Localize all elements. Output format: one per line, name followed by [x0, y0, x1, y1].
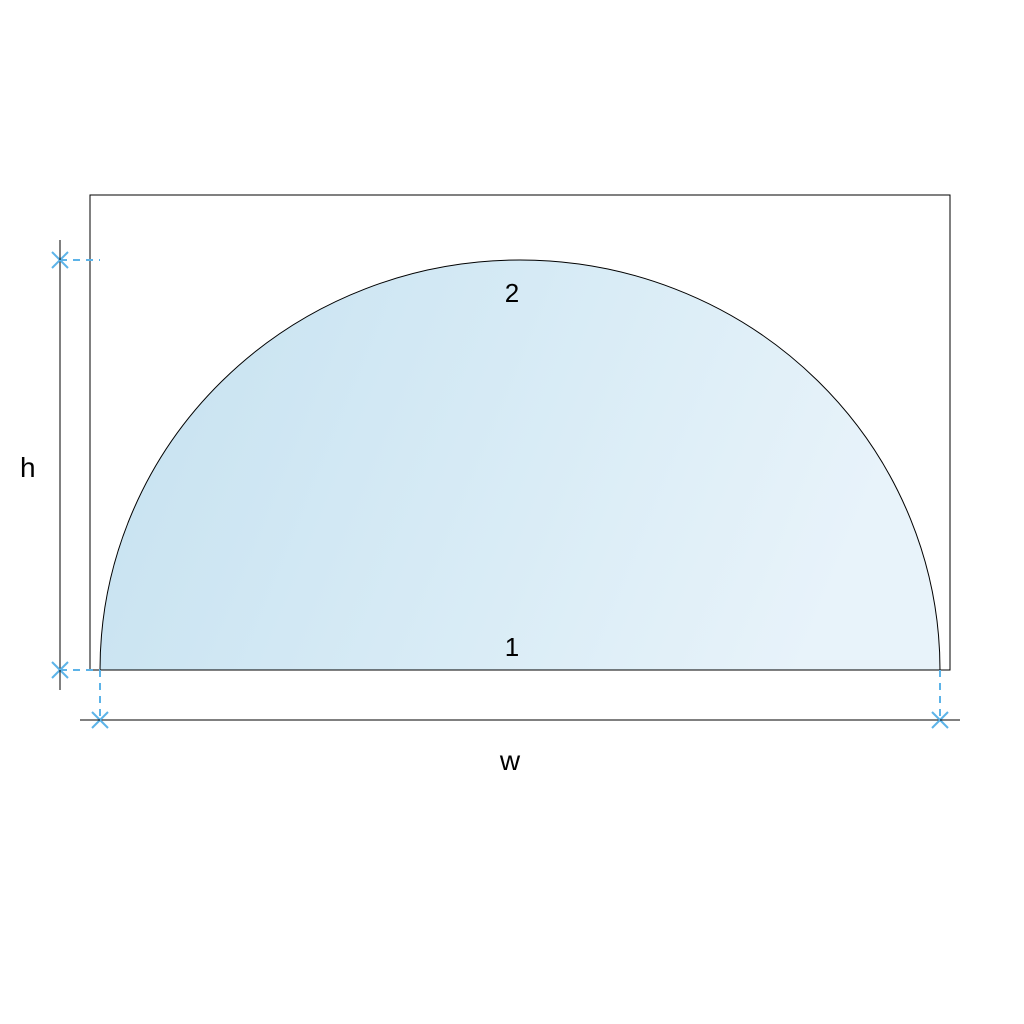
dimension-label-width: w	[500, 745, 520, 777]
half-circle-shape	[100, 260, 940, 670]
diagram-canvas: h w 1 2	[0, 0, 1024, 1024]
point-label-1: 1	[505, 632, 519, 663]
point-label-2: 2	[505, 278, 519, 309]
dimension-label-height: h	[20, 452, 36, 484]
technical-drawing-svg	[0, 0, 1024, 1024]
